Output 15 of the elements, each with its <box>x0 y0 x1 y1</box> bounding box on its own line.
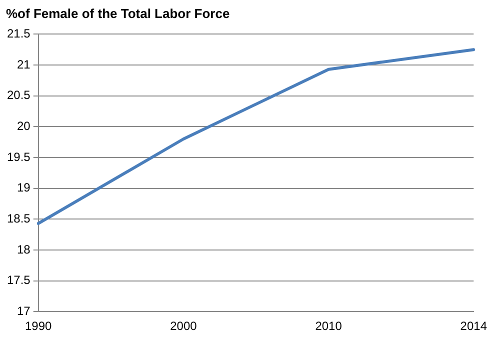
y-tick-label: 18.5 <box>6 211 31 226</box>
y-tick-label: 19.5 <box>6 150 31 164</box>
y-tick-label: 18 <box>16 242 31 256</box>
y-tick-label: 17.5 <box>6 273 31 288</box>
y-tick-label: 20 <box>16 118 31 133</box>
x-tick-label: 2014 <box>460 319 488 334</box>
y-tick-label: 21.5 <box>6 26 31 41</box>
x-tick-label: 2010 <box>315 319 342 334</box>
y-tick-label: 20.5 <box>6 88 31 102</box>
y-tick-label: 17 <box>16 304 31 318</box>
chart-title: %of Female of the Total Labor Force <box>6 6 230 21</box>
x-tick-label: 1990 <box>25 319 52 334</box>
x-tick-label: 2000 <box>170 319 198 334</box>
y-tick-label: 21 <box>16 57 31 72</box>
y-tick-label: 19 <box>16 180 31 195</box>
